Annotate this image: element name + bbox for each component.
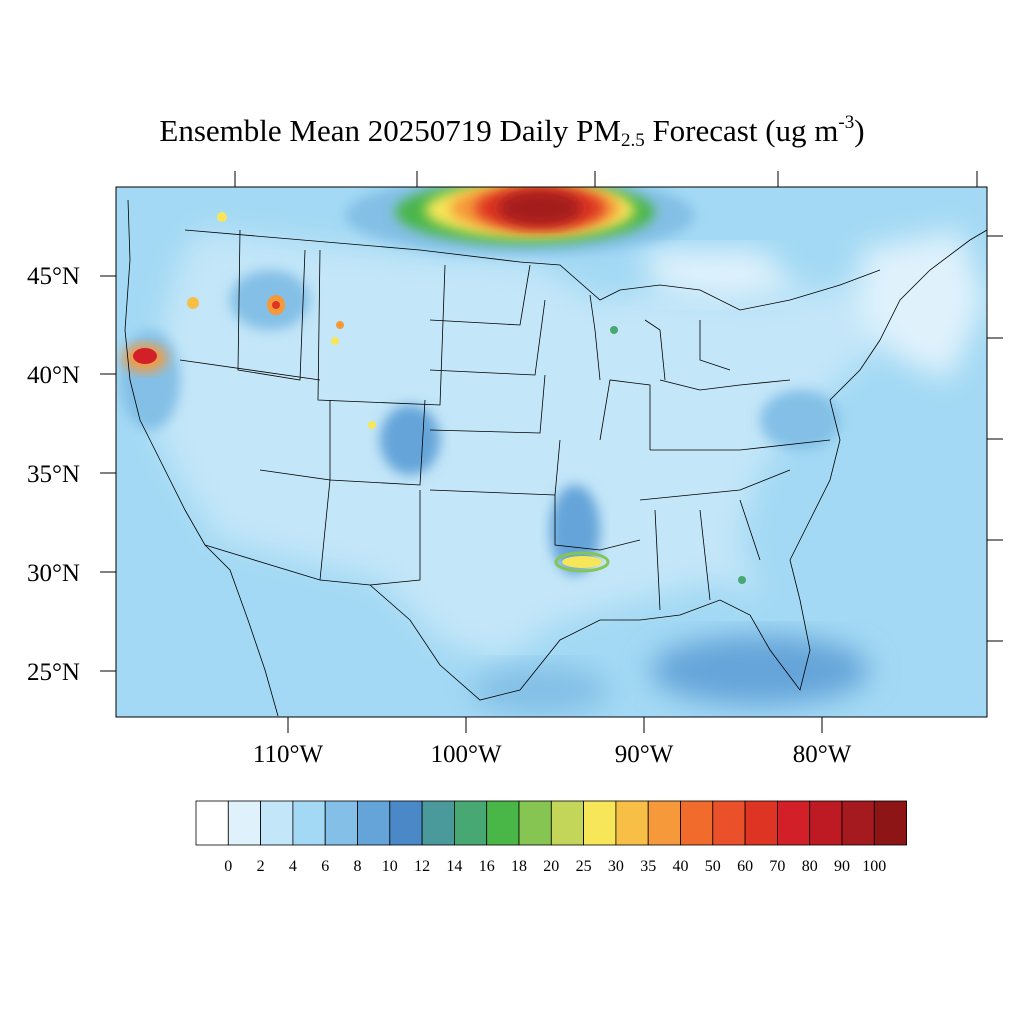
colorbar-swatch bbox=[453, 800, 488, 846]
colorbar-swatch bbox=[518, 800, 552, 846]
top-ticks bbox=[234, 171, 978, 187]
colorbar-swatch bbox=[324, 800, 358, 846]
lon-label-80w: 80°W bbox=[793, 741, 852, 768]
colorbar-level-label: 4 bbox=[289, 858, 297, 875]
colorbar-swatch bbox=[841, 800, 875, 846]
title-prefix: Ensemble Mean 20250719 Daily PM bbox=[159, 113, 621, 148]
lat-label-30n: 30°N bbox=[27, 560, 80, 587]
lat-label-25n: 25°N bbox=[27, 659, 80, 686]
colorbar-swatch bbox=[486, 800, 520, 846]
colorbar-swatch bbox=[744, 800, 778, 846]
colorbar-swatch bbox=[292, 800, 326, 846]
colorbar-level-label: 14 bbox=[446, 858, 462, 875]
colorbar-swatch bbox=[873, 800, 907, 846]
title-superscript: -3 bbox=[838, 112, 855, 133]
colorbar-level-label: 12 bbox=[414, 858, 430, 875]
colorbar-swatch bbox=[260, 800, 294, 846]
colorbar-swatch bbox=[680, 800, 714, 846]
colorbar-swatch bbox=[357, 800, 391, 846]
colorbar-swatch bbox=[777, 800, 811, 846]
title-suffix: ) bbox=[854, 113, 865, 148]
colorbar-level-label: 35 bbox=[640, 858, 656, 875]
colorbar-swatch bbox=[615, 800, 649, 846]
title-subscript: 2.5 bbox=[620, 130, 645, 151]
title-middle: Forecast (ug m bbox=[644, 113, 839, 148]
colorbar-level-label: 40 bbox=[673, 858, 689, 875]
bottom-ticks bbox=[287, 717, 823, 733]
lon-label-100w: 100°W bbox=[430, 741, 501, 768]
lon-label-110w: 110°W bbox=[253, 741, 324, 768]
boundary-lines bbox=[124, 199, 987, 717]
colorbar-swatch bbox=[809, 800, 843, 846]
concentration-field bbox=[116, 187, 987, 717]
colorbar-level-label: 100 bbox=[862, 858, 886, 875]
right-ticks bbox=[987, 235, 1003, 642]
left-ticks bbox=[100, 275, 116, 672]
colorbar-level-label: 18 bbox=[511, 858, 527, 875]
colorbar-level-label: 16 bbox=[479, 858, 495, 875]
map-frame bbox=[115, 186, 988, 718]
colorbar-swatch bbox=[550, 800, 584, 846]
colorbar-swatch bbox=[647, 800, 681, 846]
colorbar-level-label: 8 bbox=[354, 858, 362, 875]
colorbar-swatch bbox=[227, 800, 262, 846]
colorbar-level-label: 2 bbox=[257, 858, 265, 875]
lon-label-90w: 90°W bbox=[615, 741, 674, 768]
colorbar-level-label: 0 bbox=[224, 858, 232, 875]
colorbar-swatch bbox=[389, 800, 423, 846]
colorbar-swatch bbox=[712, 800, 746, 846]
colorbar-swatch bbox=[583, 800, 617, 846]
colorbar-level-label: 10 bbox=[382, 858, 398, 875]
colorbar-level-label: 30 bbox=[608, 858, 624, 875]
colorbar: 0 2 4 6 8 10 12 14 16 18 20 25 30 35 40 50 60 70 80 90 100 bbox=[195, 800, 907, 875]
colorbar-level-label: 50 bbox=[705, 858, 721, 875]
colorbar-level-label: 25 bbox=[576, 858, 592, 875]
colorbar-swatch bbox=[421, 800, 455, 846]
colorbar-level-label: 90 bbox=[834, 858, 850, 875]
colorbar-level-label: 80 bbox=[802, 858, 818, 875]
lat-label-35n: 35°N bbox=[27, 461, 80, 488]
colorbar-level-label: 70 bbox=[769, 858, 785, 875]
colorbar-swatch bbox=[195, 800, 229, 846]
map-title: Ensemble Mean 20250719 Daily PM2.5 Forec… bbox=[0, 112, 1024, 152]
lat-label-40n: 40°N bbox=[27, 362, 80, 389]
colorbar-level-label: 20 bbox=[543, 858, 559, 875]
lat-label-45n: 45°N bbox=[27, 263, 80, 290]
colorbar-level-label: 6 bbox=[321, 858, 329, 875]
colorbar-level-label: 60 bbox=[737, 858, 753, 875]
